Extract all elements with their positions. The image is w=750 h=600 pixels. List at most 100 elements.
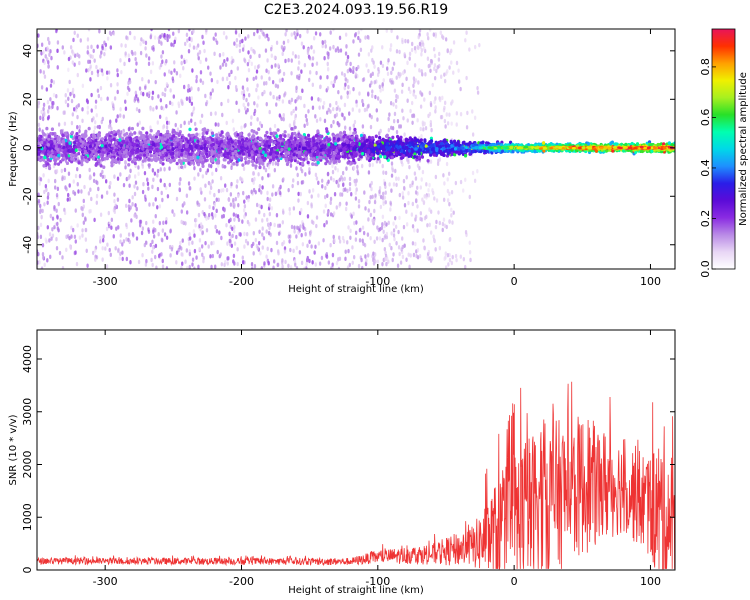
heatmap-cell	[346, 78, 349, 84]
heatmap-cell	[462, 256, 466, 262]
heatmap-cell	[292, 178, 295, 183]
heatmap-cell	[266, 246, 269, 252]
heatmap-cell	[106, 96, 109, 101]
heatmap-cell	[434, 34, 437, 39]
heatmap-cell	[134, 90, 138, 95]
heatmap-cell	[214, 264, 217, 269]
heatmap-cell	[219, 252, 223, 257]
heatmap-cell	[358, 38, 362, 43]
heatmap-cell	[190, 118, 193, 123]
heatmap-cell	[306, 121, 309, 127]
heatmap-cell	[162, 220, 165, 226]
heatmap-cell	[199, 59, 202, 65]
heatmap-cell	[291, 183, 294, 189]
heatmap-cell	[234, 84, 238, 90]
heatmap-cell	[332, 83, 335, 88]
heatmap-cell	[336, 168, 340, 173]
heatmap-cell	[73, 107, 76, 112]
heatmap-cell	[149, 242, 152, 248]
heatmap-cell	[432, 32, 436, 37]
heatmap-cell	[233, 203, 236, 208]
heatmap-cell	[71, 227, 75, 233]
heatmap-cell	[383, 246, 387, 252]
heatmap-cell	[317, 180, 320, 185]
heatmap-cell	[38, 127, 41, 132]
heatmap-cell	[238, 43, 241, 48]
heatmap-cell	[89, 64, 92, 69]
heatmap-cell	[445, 112, 448, 117]
heatmap-cell	[372, 220, 375, 225]
heatmap-cell	[149, 125, 152, 130]
heatmap-cell	[208, 204, 211, 210]
heatmap-cell	[277, 63, 280, 68]
heatmap-cell	[359, 227, 362, 233]
heatmap-cell	[401, 37, 404, 43]
heatmap-cell	[165, 82, 169, 87]
heatmap-cell	[361, 124, 365, 129]
heatmap-cell	[319, 75, 322, 80]
heatmap-cell	[156, 186, 160, 192]
heatmap-cell	[352, 165, 356, 171]
heatmap-cell	[70, 234, 73, 239]
heatmap-cell	[274, 191, 278, 197]
heatmap-cell	[448, 65, 451, 70]
heatmap-cell	[295, 234, 298, 239]
heatmap-cell	[127, 232, 131, 237]
heatmap-cell	[104, 179, 108, 184]
heatmap-cell	[297, 230, 300, 235]
heatmap-cell	[369, 195, 372, 200]
heatmap-cell	[157, 232, 160, 237]
heatmap-cell	[223, 207, 226, 212]
heatmap-cell	[151, 249, 154, 254]
heatmap-cell	[263, 89, 266, 95]
heatmap-cell	[220, 262, 224, 267]
heatmap-cell	[420, 217, 424, 222]
heatmap-cell	[145, 258, 148, 264]
heatmap-cell	[97, 186, 100, 192]
heatmap-cell	[201, 80, 205, 86]
heatmap-cell	[46, 200, 49, 205]
heatmap-cell	[429, 230, 433, 235]
heatmap-cell	[96, 72, 100, 78]
heatmap-cell	[96, 180, 99, 186]
heatmap-cell	[53, 178, 57, 184]
heatmap-cell	[201, 230, 204, 235]
heatmap-cell	[63, 121, 67, 127]
heatmap-cell	[86, 110, 89, 115]
heatmap-cell	[306, 243, 309, 248]
heatmap-cell	[274, 83, 278, 88]
heatmap-cell	[124, 165, 127, 170]
heatmap-cell	[282, 113, 285, 118]
heatmap-cell	[314, 114, 317, 119]
heatmap-cell	[172, 94, 176, 99]
heatmap-cell	[154, 79, 157, 85]
heatmap-cell	[187, 241, 191, 246]
heatmap-cell	[188, 36, 191, 42]
heatmap-cell	[375, 108, 378, 113]
heatmap-cell	[387, 127, 391, 133]
heatmap-cell	[78, 128, 81, 134]
heatmap-cell	[61, 176, 64, 182]
heatmap-cell	[128, 57, 131, 63]
heatmap-cell	[253, 65, 257, 70]
heatmap-cell	[315, 215, 319, 220]
heatmap-cell	[323, 222, 326, 228]
heatmap-cell	[435, 68, 438, 74]
heatmap-cell	[73, 30, 76, 35]
heatmap-cell	[222, 52, 225, 57]
heatmap-cell	[369, 72, 373, 78]
heatmap-cell	[245, 97, 248, 103]
heatmap-cell	[431, 188, 434, 193]
heatmap-cell	[416, 185, 419, 190]
heatmap-cell	[94, 99, 98, 104]
heatmap-cell	[41, 243, 45, 248]
heatmap-cell	[211, 253, 215, 259]
heatmap-cell	[444, 251, 447, 256]
heatmap-cell	[232, 199, 235, 204]
heatmap-cell	[256, 103, 259, 108]
heatmap-cell	[128, 207, 131, 212]
heatmap-cell	[195, 255, 198, 260]
heatmap-cell	[45, 126, 49, 131]
heatmap-cell	[233, 217, 236, 222]
